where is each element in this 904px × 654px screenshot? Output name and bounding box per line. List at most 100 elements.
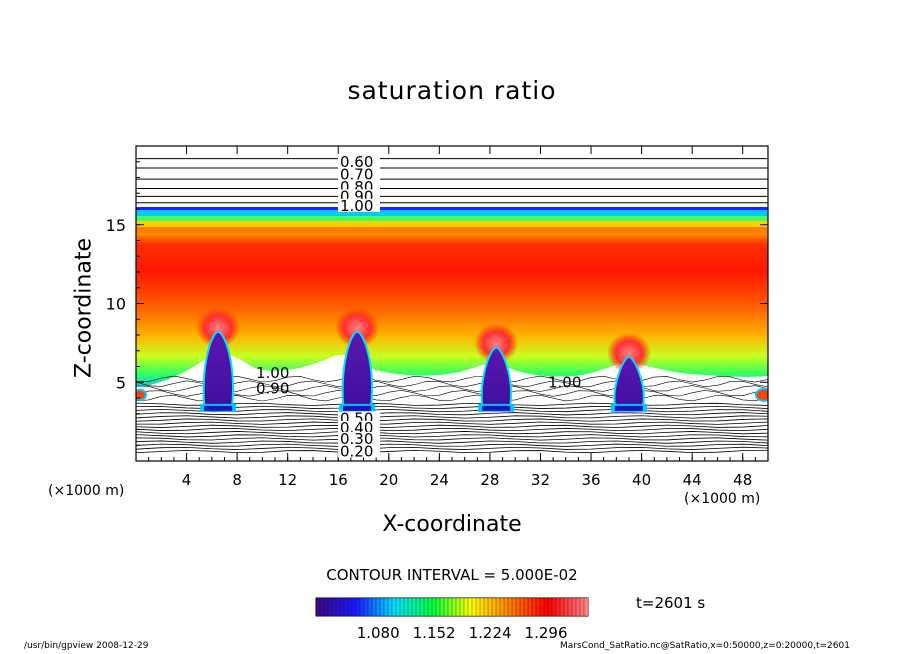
colorbar-cell: [431, 597, 437, 617]
colorbar-cell: [507, 597, 513, 617]
plume-base-core: [204, 405, 233, 411]
contour-label-bg: [338, 420, 380, 434]
colorbar-cell: [447, 597, 453, 617]
colorbar-cell: [319, 597, 325, 617]
colorbar-cell: [567, 597, 573, 617]
colorbar-tick-label: 1.296: [525, 624, 568, 642]
colorbar-ticks: 1.080 1.152 1.224 1.296: [357, 624, 568, 642]
colorbar-cell: [519, 597, 525, 617]
plume-cap: [606, 333, 651, 374]
colorbar-cell: [571, 597, 577, 617]
colorbar-cell: [367, 597, 373, 617]
colorbar-tick-label: 1.152: [413, 624, 456, 642]
colorbar-cell: [435, 597, 441, 617]
colorbar-cell: [391, 597, 397, 617]
colorbar-cell: [411, 597, 417, 617]
x-tick-label: 16: [329, 471, 348, 489]
contour-labels: 0.600.700.800.901.000.500.400.300.201.00…: [256, 153, 581, 461]
colorbar-cell: [327, 597, 333, 617]
colorbar-cell: [443, 597, 449, 617]
x-tick-label: 32: [531, 471, 550, 489]
contour-line-lower: [136, 443, 768, 447]
plume-body: [613, 356, 645, 407]
x-tick-label: 28: [480, 471, 499, 489]
colorbar-cell: [427, 597, 433, 617]
x-tick-label: 44: [683, 471, 702, 489]
colorbar-cell: [399, 597, 405, 617]
plume-body: [202, 330, 234, 407]
y-axis: 5 10 15: [106, 145, 768, 462]
colorbar-cell: [335, 597, 341, 617]
colorbar-cell: [459, 597, 465, 617]
contour-label-mid: 1.00: [256, 364, 289, 382]
edge-warm-spot: [136, 388, 147, 401]
x-axis: 4 8 12 16 20 24 28 32 36 40 44 48: [135, 146, 769, 489]
colorbar-cell: [363, 597, 369, 617]
y-tick-label: 5: [116, 373, 126, 392]
colorbar-cell: [455, 597, 461, 617]
plume-body: [341, 330, 373, 407]
colorbar-cell: [559, 597, 565, 617]
colorbar-cell: [347, 597, 353, 617]
contour-label-bg: [338, 154, 380, 168]
contour-line-lower: [136, 424, 768, 428]
colorbar-cell: [383, 597, 389, 617]
colorbar-cell: [415, 597, 421, 617]
contour-label-bg: [338, 444, 380, 458]
x-tick-label: 20: [379, 471, 398, 489]
contour-line-lower: [136, 449, 768, 454]
x-tick-label: 40: [632, 471, 651, 489]
x-axis-label: X-coordinate: [382, 512, 522, 537]
y-axis-label: Z-coordinate: [71, 238, 97, 378]
colorbar-cell: [487, 597, 493, 617]
colorbar-cell: [403, 597, 409, 617]
edge-warm-spot: [755, 387, 768, 402]
field-layer: [136, 146, 768, 461]
colorbar-cell: [563, 597, 569, 617]
plume-cap: [335, 307, 380, 348]
colorbar-cell: [543, 597, 549, 617]
colorbar-cell: [547, 597, 553, 617]
contour-line-lower: [136, 437, 768, 441]
contour-label-lower: 0.20: [340, 443, 373, 461]
x-tick-label: 48: [733, 471, 752, 489]
x-tick-label: 8: [232, 471, 242, 489]
colorbar: [315, 597, 589, 617]
contour-label-lower: 0.30: [340, 430, 373, 448]
colorbar-cell: [523, 597, 529, 617]
x-tick-label: 24: [430, 471, 449, 489]
contour-label-mid: 0.90: [256, 380, 289, 398]
colorbar-cell: [375, 597, 381, 617]
contour-label-bg: [338, 431, 380, 445]
colorbar-cell: [583, 597, 589, 617]
colorbar-cell: [527, 597, 533, 617]
contour-line-lower: [136, 421, 768, 425]
colorbar-cell: [355, 597, 361, 617]
x-unit-label-right: (×1000 m): [684, 491, 761, 507]
colorbar-cell: [551, 597, 557, 617]
contour-line-lower: [136, 418, 768, 422]
colorbar-cell: [359, 597, 365, 617]
contour-line-lower: [136, 427, 768, 432]
plume-body: [480, 346, 513, 407]
colorbar-cell: [511, 597, 517, 617]
x-unit-label-left: (×1000 m): [48, 483, 125, 499]
x-tick-label: 4: [182, 471, 192, 489]
colorbar-cell: [503, 597, 509, 617]
colorbar-cell: [395, 597, 401, 617]
colorbar-cell: [499, 597, 505, 617]
colorbar-cell: [343, 597, 349, 617]
contour-line-lower: [136, 446, 768, 450]
colorbar-cell: [471, 597, 477, 617]
colorbar-cell: [451, 597, 457, 617]
colorbar-tick-label: 1.224: [469, 624, 512, 642]
chart-title: saturation ratio: [347, 76, 557, 105]
colorbar-cell: [483, 597, 489, 617]
footer-right: MarsCond_SatRatio.nc@SatRatio,x=0:50000,…: [560, 641, 850, 651]
colorbar-cell: [539, 597, 545, 617]
colorbar-cell: [331, 597, 337, 617]
time-label: t=2601 s: [636, 594, 706, 612]
plume-base-core: [482, 405, 511, 411]
colorbar-cell: [323, 597, 329, 617]
